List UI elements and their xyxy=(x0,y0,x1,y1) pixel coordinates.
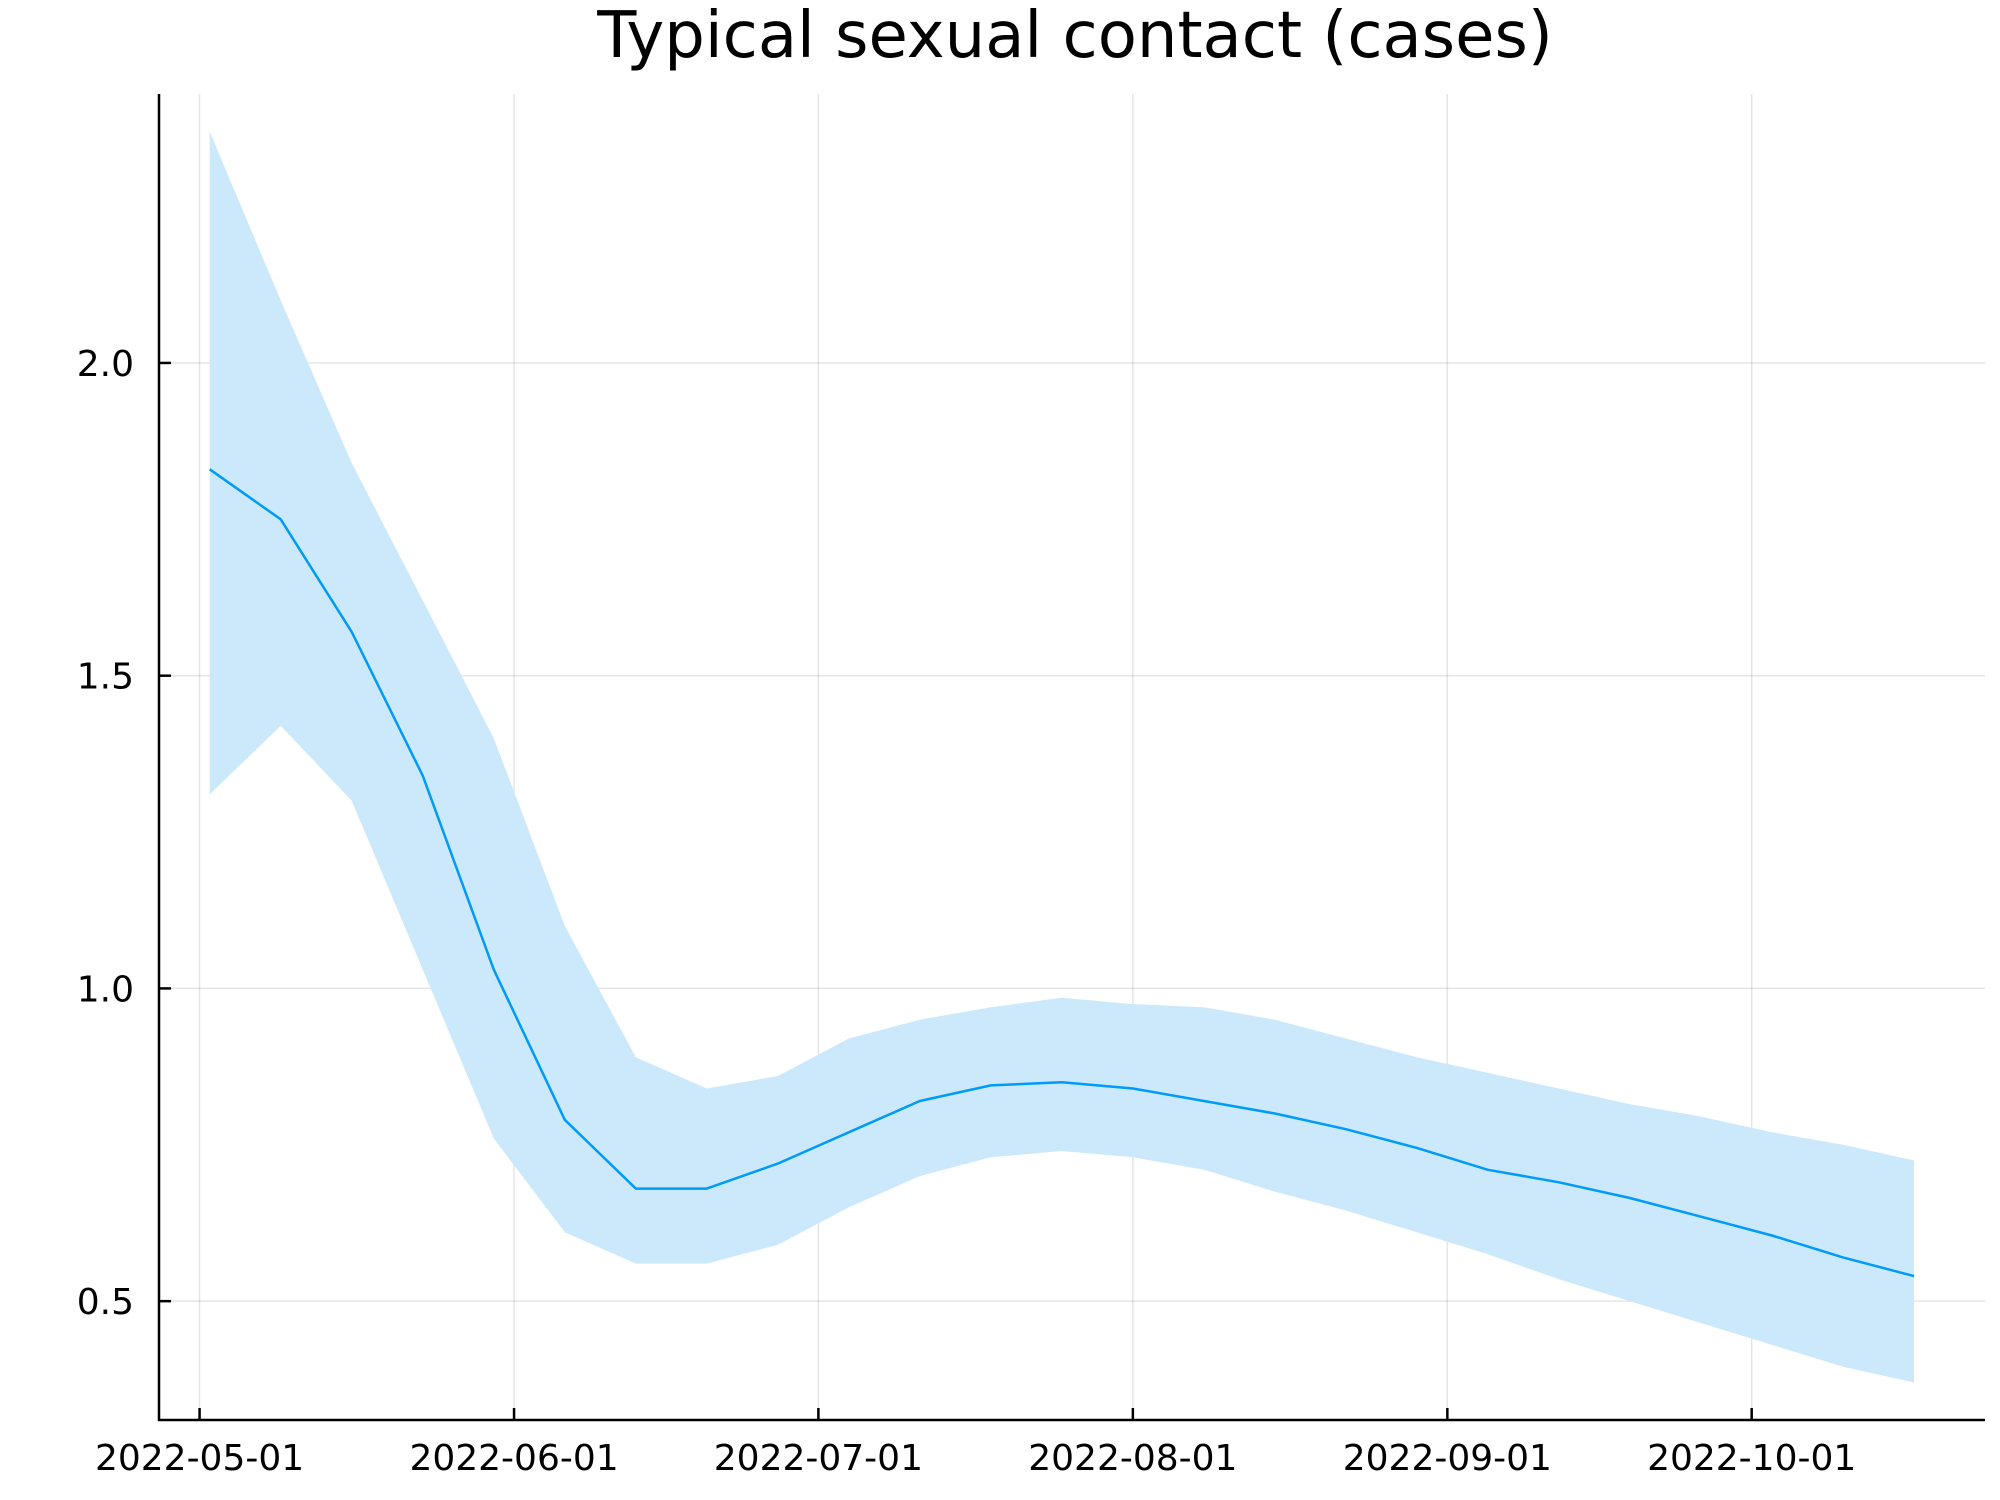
x-tick-label: 2022-05-01 xyxy=(95,1438,304,1479)
x-tick-label: 2022-07-01 xyxy=(714,1438,923,1479)
y-tick-label: 1.5 xyxy=(77,657,134,698)
x-tick-label: 2022-08-01 xyxy=(1028,1438,1237,1479)
y-axis-tick-labels: 0.5 1.0 1.5 2.0 xyxy=(77,344,134,1323)
x-tick-label: 2022-10-01 xyxy=(1647,1438,1856,1479)
chart-title: Typical sexual contact (cases) xyxy=(596,0,1553,73)
series-line xyxy=(208,468,1915,1278)
y-tick-label: 0.5 xyxy=(77,1282,134,1323)
grid-lines xyxy=(159,94,1985,1420)
y-tick-label: 2.0 xyxy=(77,344,134,385)
x-axis-tick-labels: 2022-05-01 2022-06-01 2022-07-01 2022-08-01… xyxy=(95,1438,1856,1479)
confidence-band-layer xyxy=(209,131,1915,1383)
series-line-layer xyxy=(208,468,1915,1278)
confidence-band xyxy=(209,131,1915,1383)
x-tick-label: 2022-06-01 xyxy=(409,1438,618,1479)
axes xyxy=(157,94,1985,1422)
y-tick-label: 1.0 xyxy=(77,969,134,1010)
x-tick-label: 2022-09-01 xyxy=(1343,1438,1552,1479)
